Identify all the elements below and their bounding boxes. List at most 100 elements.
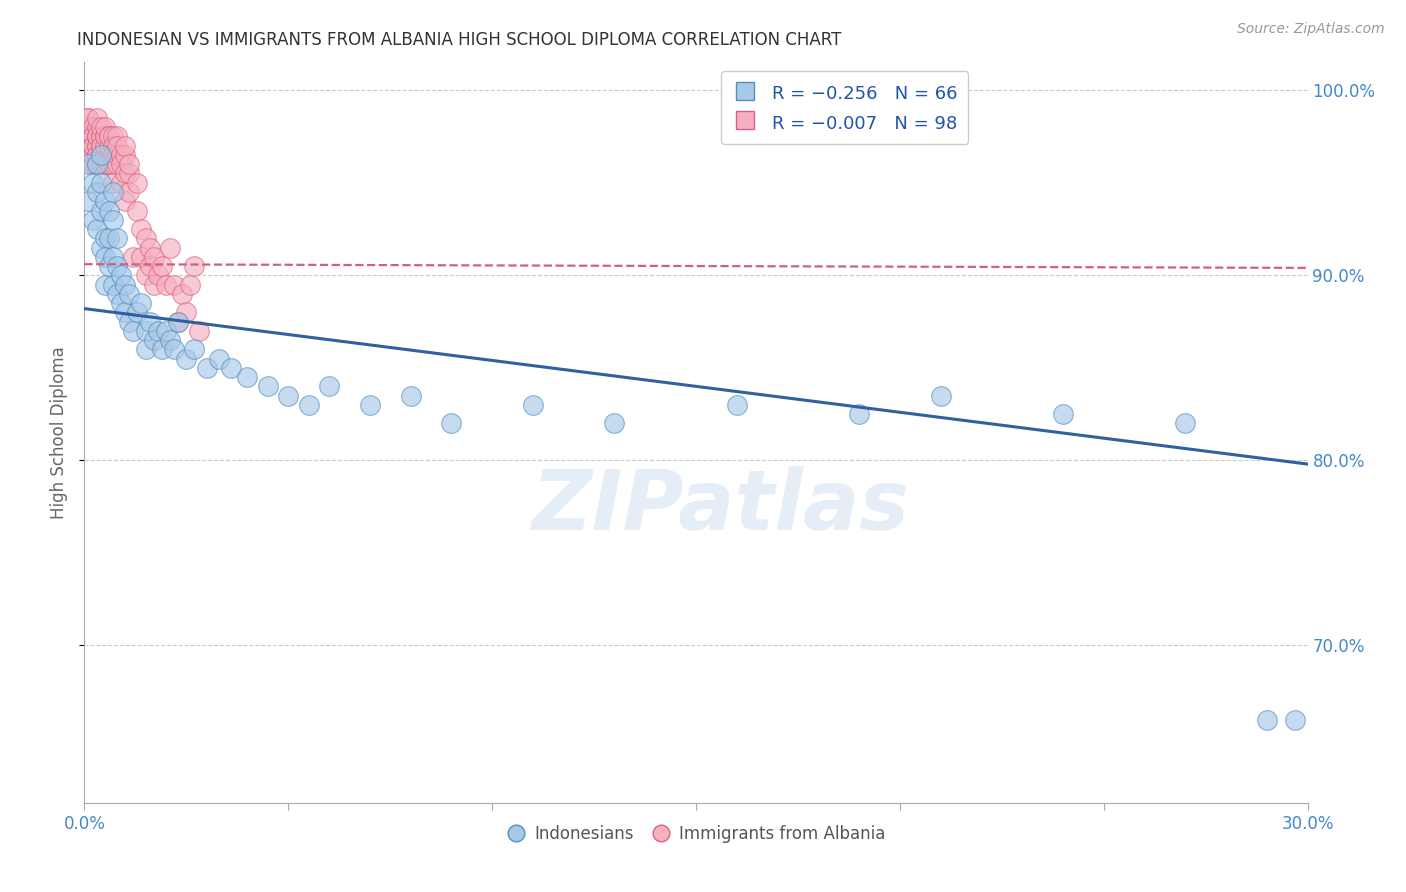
Point bbox=[114, 305, 136, 319]
Point bbox=[105, 157, 128, 171]
Point bbox=[82, 212, 104, 227]
Point bbox=[90, 138, 112, 153]
Point bbox=[101, 185, 124, 199]
Point bbox=[522, 398, 544, 412]
Point bbox=[127, 305, 149, 319]
Point bbox=[97, 259, 120, 273]
Point bbox=[105, 138, 128, 153]
Point bbox=[97, 203, 120, 218]
Point bbox=[118, 185, 141, 199]
Point bbox=[86, 148, 108, 162]
Point bbox=[135, 324, 157, 338]
Point bbox=[101, 250, 124, 264]
Point bbox=[118, 166, 141, 180]
Point bbox=[142, 277, 165, 292]
Point bbox=[77, 129, 100, 144]
Point bbox=[929, 389, 952, 403]
Point bbox=[93, 129, 115, 144]
Point bbox=[77, 157, 100, 171]
Point bbox=[101, 176, 124, 190]
Point bbox=[101, 148, 124, 162]
Point bbox=[135, 268, 157, 283]
Point bbox=[101, 212, 124, 227]
Point bbox=[77, 129, 100, 144]
Point bbox=[93, 250, 115, 264]
Point bbox=[1052, 407, 1074, 421]
Point bbox=[93, 138, 115, 153]
Point bbox=[142, 333, 165, 347]
Point bbox=[93, 129, 115, 144]
Point bbox=[77, 148, 100, 162]
Point bbox=[603, 417, 626, 431]
Point bbox=[93, 157, 115, 171]
Point bbox=[318, 379, 340, 393]
Point bbox=[86, 185, 108, 199]
Point bbox=[82, 129, 104, 144]
Point bbox=[97, 157, 120, 171]
Point bbox=[77, 111, 100, 125]
Point bbox=[93, 157, 115, 171]
Point bbox=[167, 315, 190, 329]
Point bbox=[82, 157, 104, 171]
Point bbox=[440, 417, 463, 431]
Point bbox=[90, 148, 112, 162]
Point bbox=[110, 268, 132, 283]
Point bbox=[97, 148, 120, 162]
Point bbox=[257, 379, 280, 393]
Point bbox=[179, 277, 201, 292]
Point bbox=[127, 203, 149, 218]
Point bbox=[172, 286, 194, 301]
Point bbox=[155, 277, 177, 292]
Point bbox=[138, 240, 160, 254]
Point bbox=[277, 389, 299, 403]
Point bbox=[93, 120, 115, 135]
Point bbox=[135, 231, 157, 245]
Point bbox=[90, 129, 112, 144]
Point bbox=[86, 129, 108, 144]
Text: ZIPatlas: ZIPatlas bbox=[531, 467, 910, 547]
Point bbox=[82, 176, 104, 190]
Point bbox=[150, 343, 173, 357]
Point bbox=[101, 138, 124, 153]
Point bbox=[90, 129, 112, 144]
Point bbox=[167, 315, 190, 329]
Point bbox=[97, 129, 120, 144]
Point bbox=[93, 148, 115, 162]
Point bbox=[86, 138, 108, 153]
Point bbox=[93, 277, 115, 292]
Point bbox=[159, 240, 181, 254]
Point bbox=[90, 157, 112, 171]
Point bbox=[86, 129, 108, 144]
Point bbox=[90, 148, 112, 162]
Point bbox=[77, 120, 100, 135]
Point bbox=[73, 138, 96, 153]
Point bbox=[105, 129, 128, 144]
Point bbox=[82, 148, 104, 162]
Point bbox=[163, 343, 186, 357]
Point bbox=[110, 296, 132, 310]
Point bbox=[90, 203, 112, 218]
Point bbox=[146, 268, 169, 283]
Point bbox=[93, 231, 115, 245]
Point bbox=[114, 138, 136, 153]
Point bbox=[114, 277, 136, 292]
Point bbox=[97, 138, 120, 153]
Point bbox=[118, 157, 141, 171]
Point bbox=[146, 324, 169, 338]
Point bbox=[90, 176, 112, 190]
Point bbox=[82, 138, 104, 153]
Point bbox=[86, 157, 108, 171]
Point bbox=[97, 231, 120, 245]
Point bbox=[77, 111, 100, 125]
Point bbox=[155, 324, 177, 338]
Point bbox=[142, 250, 165, 264]
Point bbox=[187, 324, 209, 338]
Point bbox=[114, 194, 136, 209]
Point bbox=[77, 138, 100, 153]
Point bbox=[105, 231, 128, 245]
Point bbox=[298, 398, 321, 412]
Text: INDONESIAN VS IMMIGRANTS FROM ALBANIA HIGH SCHOOL DIPLOMA CORRELATION CHART: INDONESIAN VS IMMIGRANTS FROM ALBANIA HI… bbox=[77, 31, 842, 49]
Point bbox=[77, 138, 100, 153]
Point bbox=[359, 398, 381, 412]
Point bbox=[86, 120, 108, 135]
